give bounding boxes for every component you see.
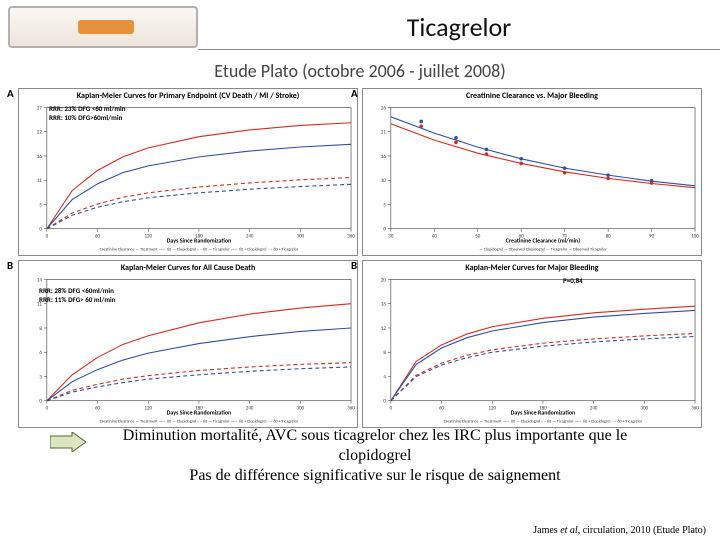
svg-text:26: 26 [381, 105, 387, 111]
svg-text:Days Since Randomization: Days Since Randomization [167, 409, 232, 417]
svg-text:90: 90 [649, 234, 655, 240]
panel-title: Kaplan-Meier Curves for Major Bleeding [363, 261, 701, 273]
svg-text:0: 0 [46, 234, 49, 240]
svg-text:30: 30 [388, 234, 394, 240]
panel-title: Kaplan-Meier Curves for Primary Endpoint… [19, 89, 357, 101]
svg-text:— Clopidogrel — Observed Clop: — Clopidogrel — Observed Clopidogrel — T… [479, 248, 607, 253]
svg-text:60: 60 [95, 406, 101, 412]
svg-text:10: 10 [381, 178, 387, 184]
svg-text:5: 5 [383, 202, 386, 208]
panel-title: Kaplan-Meier Curves for All Cause Death [19, 261, 357, 273]
svg-text:27: 27 [37, 105, 43, 111]
chart-b2: 060120180240300360048121620Days Since Ra… [363, 273, 701, 427]
svg-text:360: 360 [347, 234, 355, 240]
svg-text:300: 300 [297, 406, 305, 412]
svg-text:60: 60 [95, 234, 101, 240]
svg-text:21: 21 [381, 130, 387, 136]
svg-text:11: 11 [37, 178, 43, 184]
slide-subtitle: Etude Plato (octobre 2006 - juillet 2008… [0, 60, 720, 82]
svg-text:Days Since Randomization: Days Since Randomization [167, 237, 232, 245]
panel-letter: A [7, 87, 14, 100]
svg-text:22: 22 [37, 130, 43, 136]
svg-text:360: 360 [691, 406, 699, 412]
citation-em: et al [560, 525, 578, 536]
citation-post: , circulation, 2010 (Etude Plato) [578, 525, 706, 536]
annot-a1-l2: RRR: 10% DFG>60ml/min [49, 114, 126, 123]
svg-text:14: 14 [37, 278, 43, 284]
slide-title: Ticagrelor [198, 4, 720, 50]
svg-text:16: 16 [381, 154, 387, 160]
svg-text:0: 0 [39, 399, 42, 405]
chart-a1: 0601201802403003600511162227Days Since R… [19, 101, 357, 255]
svg-text:80: 80 [606, 234, 612, 240]
panel-b2: B Kaplan-Meier Curves for Major Bleeding… [362, 260, 702, 428]
svg-text:50: 50 [475, 234, 481, 240]
citation: James et al, circulation, 2010 (Etude Pl… [533, 525, 706, 536]
chart-a2: 304050607080901000510162126Creatinine Cl… [363, 101, 701, 255]
svg-text:Days Since Randomization: Days Since Randomization [511, 409, 576, 417]
citation-pre: James [533, 525, 560, 536]
panel-a1: A Kaplan-Meier Curves for Primary Endpoi… [18, 88, 358, 256]
svg-text:12: 12 [381, 326, 387, 332]
svg-text:60: 60 [439, 406, 445, 412]
svg-text:40: 40 [432, 234, 438, 240]
p-value: P=0,84 [563, 277, 583, 286]
svg-text:Creatinine Clearance — Treatme: Creatinine Clearance — Treatment —— 60 —… [100, 248, 299, 253]
svg-text:0: 0 [390, 406, 393, 412]
svg-text:0: 0 [46, 406, 49, 412]
svg-text:100: 100 [691, 234, 699, 240]
panel-letter: B [351, 259, 357, 272]
svg-text:0: 0 [39, 227, 42, 233]
svg-text:16: 16 [381, 302, 387, 308]
svg-text:120: 120 [144, 406, 152, 412]
arrow-icon [50, 432, 86, 452]
svg-text:360: 360 [347, 406, 355, 412]
svg-text:6: 6 [39, 350, 42, 356]
svg-text:3: 3 [39, 375, 42, 381]
panel-a2: A Creatinine Clearance vs. Major Bleedin… [362, 88, 702, 256]
svg-text:240: 240 [246, 234, 254, 240]
panel-letter: B [7, 259, 13, 272]
svg-text:0: 0 [383, 399, 386, 405]
svg-text:120: 120 [144, 234, 152, 240]
panel-b1: B Kaplan-Meier Curves for All Cause Deat… [18, 260, 358, 428]
drug-box-image [8, 6, 198, 48]
svg-text:240: 240 [590, 406, 598, 412]
conclusion-block: Diminution mortalité, AVC sous ticagrelo… [0, 418, 720, 486]
conclusion-line2: Pas de différence significative sur le r… [90, 466, 660, 486]
chart-grid: A Kaplan-Meier Curves for Primary Endpoi… [0, 88, 720, 418]
panel-title: Creatinine Clearance vs. Major Bleeding [363, 89, 701, 101]
svg-text:4: 4 [383, 375, 386, 381]
svg-text:20: 20 [381, 278, 387, 284]
svg-text:Creatinine Clearance (ml/min): Creatinine Clearance (ml/min) [506, 237, 580, 245]
svg-text:8: 8 [39, 326, 42, 332]
svg-text:16: 16 [37, 154, 43, 160]
annot-b1-l2: RRR: 11% DFG> 60 ml/min [39, 296, 116, 305]
conclusion-line1: Diminution mortalité, AVC sous ticagrelo… [90, 426, 660, 466]
svg-text:8: 8 [383, 350, 386, 356]
svg-text:120: 120 [488, 406, 496, 412]
panel-letter: A [351, 87, 358, 100]
svg-text:240: 240 [246, 406, 254, 412]
svg-text:300: 300 [297, 234, 305, 240]
svg-text:5: 5 [39, 202, 42, 208]
svg-text:0: 0 [383, 227, 386, 233]
svg-text:300: 300 [641, 406, 649, 412]
